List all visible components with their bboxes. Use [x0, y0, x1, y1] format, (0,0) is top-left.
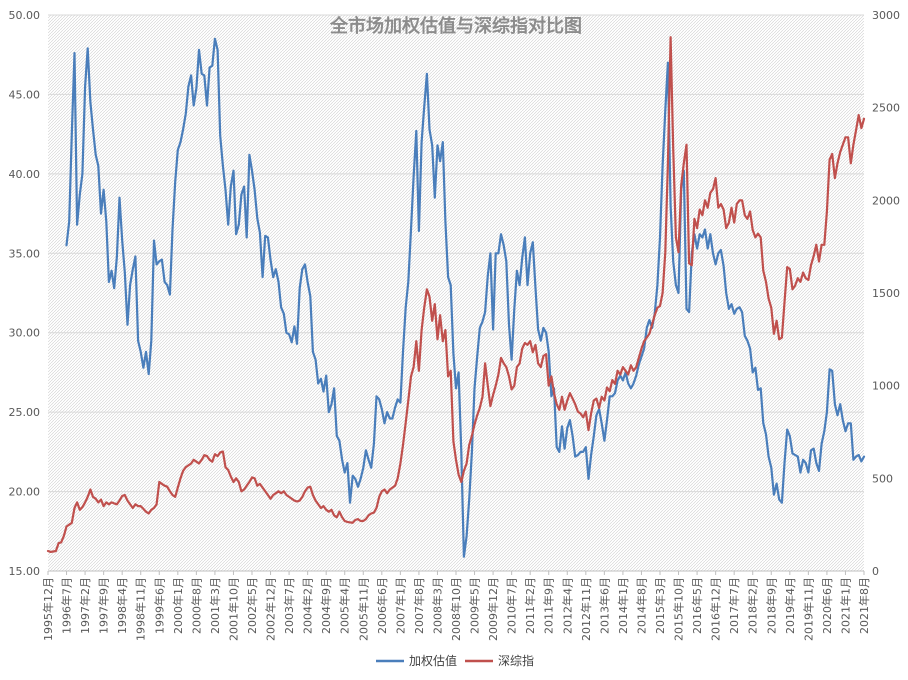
x-tick-label: 2005年11月: [356, 577, 370, 641]
y-left-tick-label: 20.00: [9, 486, 41, 499]
legend-label: 加权估值: [409, 653, 457, 668]
x-tick-label: 2017年7月: [727, 577, 741, 634]
x-tick-label: 2021年1月: [838, 577, 852, 634]
y-left-tick-label: 30.00: [9, 327, 41, 340]
y-left-tick-label: 15.00: [9, 565, 41, 578]
x-tick-label: 1997年2月: [78, 577, 92, 634]
legend-label: 深综指: [498, 653, 534, 668]
x-tick-label: 2004年2月: [301, 577, 315, 634]
x-tick-label: 2003年7月: [282, 577, 296, 634]
x-tick-label: 2019年4月: [783, 577, 797, 634]
y-left-tick-label: 45.00: [9, 88, 41, 101]
y-left-tick-label: 40.00: [9, 168, 41, 181]
y-right-tick-label: 1000: [872, 380, 900, 393]
series-line-2: [46, 36, 866, 553]
y-left-tick-label: 35.00: [9, 247, 41, 260]
x-tick-label: 2000年1月: [171, 577, 185, 634]
x-tick-label: 2012年11月: [579, 577, 593, 641]
axes: 15.00 20.00 25.00 30.00 35.00 40.00 45.00 50.00…: [9, 9, 901, 641]
x-tick-label: 2021年8月: [857, 577, 871, 634]
x-tick-label: 2013年6月: [597, 577, 611, 634]
x-tick-label: 1998年4月: [115, 577, 129, 634]
x-tick-label: 2002年5月: [245, 577, 259, 634]
x-tick-label: 2011年2月: [523, 577, 537, 634]
chart-title: 全市场加权估值与深综指对比图: [329, 15, 582, 37]
y-right-tick-label: 500: [872, 472, 893, 485]
x-tick-label: 2009年5月: [468, 577, 482, 634]
legend: 加权估值 深综指: [376, 653, 534, 668]
x-tick-label: 2014年1月: [616, 577, 630, 634]
y-left-tick-label: 25.00: [9, 406, 41, 419]
x-tick-label: 2012年4月: [560, 577, 574, 634]
x-tick-label: 1997年9月: [97, 577, 111, 634]
x-tick-label: 2019年11月: [801, 577, 815, 641]
y-right-tick-label: 3000: [872, 9, 900, 22]
plot-area: [48, 15, 864, 571]
x-tick-label: 2007年8月: [412, 577, 426, 634]
x-tick-label: 2009年12月: [486, 577, 500, 641]
x-tick-label: 2008年3月: [430, 577, 444, 634]
x-tick-label: 2008年10月: [449, 577, 463, 641]
x-tick-label: 2002年12月: [264, 577, 278, 641]
x-tick-label: 2020年6月: [820, 577, 834, 634]
x-tick-label: 2018年9月: [764, 577, 778, 634]
x-tick-label: 2016年5月: [690, 577, 704, 634]
x-tick-label: 1996年7月: [60, 577, 74, 634]
x-tick-label: 2001年3月: [208, 577, 222, 634]
x-tick-label: 1998年11月: [134, 577, 148, 641]
x-tick-label: 2015年3月: [653, 577, 667, 634]
x-tick-label: 2005年4月: [338, 577, 352, 634]
x-tick-label: 2001年10月: [226, 577, 240, 641]
x-tick-label: 2004年9月: [319, 577, 333, 634]
x-tick-label: 2007年1月: [393, 577, 407, 634]
x-tick-label: 2000年8月: [189, 577, 203, 634]
x-tick-label: 2016年12月: [709, 577, 723, 641]
x-tick-label: 2014年8月: [634, 577, 648, 634]
x-tick-label: 2010年7月: [505, 577, 519, 634]
x-tick-label: 2015年10月: [672, 577, 686, 641]
x-tick-label: 1995年12月: [41, 577, 55, 641]
y-right-tick-label: 2000: [872, 194, 900, 207]
series-line-1: [65, 37, 866, 558]
x-tick-label: 2018年2月: [746, 577, 760, 634]
y-right-tick-label: 2500: [872, 102, 900, 115]
y-right-tick-label: 1500: [872, 287, 900, 300]
series-layer: [46, 36, 866, 558]
y-right-tick-label: 0: [872, 565, 879, 578]
x-tick-label: 2006年6月: [375, 577, 389, 634]
x-tick-label: 2011年9月: [542, 577, 556, 634]
x-tick-label: 1999年6月: [152, 577, 166, 634]
y-left-tick-label: 50.00: [9, 9, 41, 22]
